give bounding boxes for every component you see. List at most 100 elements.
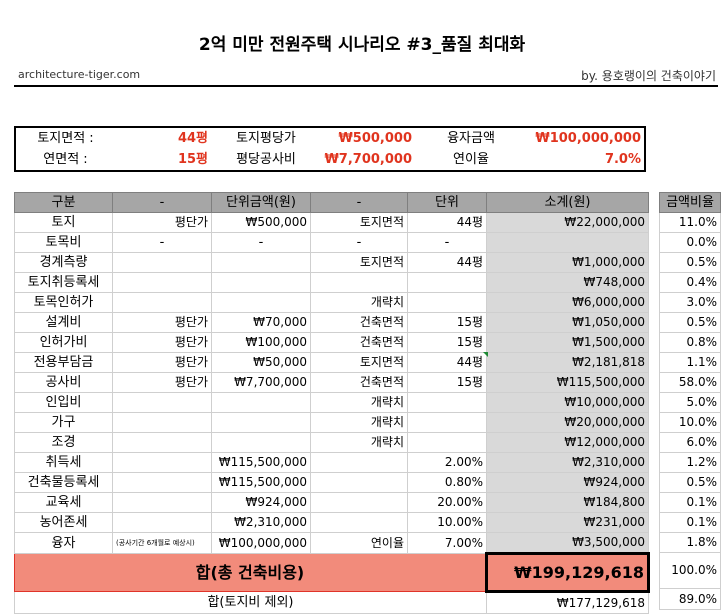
row-basis-cell[interactable]: 평단가: [112, 352, 212, 373]
row-subtotal-cell[interactable]: ₩184,800: [486, 492, 649, 513]
row-measure-cell[interactable]: -: [310, 232, 408, 253]
row-measure-cell[interactable]: 토지면적: [310, 252, 408, 273]
row-unit-price-cell[interactable]: -: [211, 232, 311, 253]
row-unit-cell[interactable]: -: [407, 232, 487, 253]
row-subtotal-cell[interactable]: ₩3,500,000: [486, 532, 649, 554]
row-measure-cell[interactable]: 개략치: [310, 412, 408, 433]
row-unit-cell[interactable]: 15평: [407, 312, 487, 333]
row-unit-cell[interactable]: 10.00%: [407, 512, 487, 533]
row-subtotal-cell[interactable]: ₩2,181,818: [486, 352, 649, 373]
row-measure-cell[interactable]: [310, 452, 408, 473]
row-unit-cell[interactable]: 7.00%: [407, 532, 487, 554]
row-basis-cell[interactable]: [112, 452, 212, 473]
row-category-cell[interactable]: 인입비: [14, 392, 113, 413]
ratio-cell[interactable]: 1.8%: [659, 532, 721, 553]
row-measure-cell[interactable]: 건축면적: [310, 332, 408, 353]
row-unit-cell[interactable]: 15평: [407, 372, 487, 393]
row-subtotal-cell[interactable]: ₩12,000,000: [486, 432, 649, 453]
row-basis-cell[interactable]: [112, 432, 212, 453]
row-category-cell[interactable]: 가구: [14, 412, 113, 433]
row-measure-cell[interactable]: 토지면적: [310, 212, 408, 233]
land-price-value[interactable]: ₩500,000: [338, 131, 412, 146]
row-measure-cell[interactable]: [310, 272, 408, 293]
row-category-cell[interactable]: 경계측량: [14, 252, 113, 273]
row-category-cell[interactable]: 교육세: [14, 492, 113, 513]
row-basis-cell[interactable]: (공사기간 6개월로 예상시): [112, 532, 212, 554]
row-subtotal-cell[interactable]: ₩20,000,000: [486, 412, 649, 433]
row-category-cell[interactable]: 설계비: [14, 312, 113, 333]
ratio-cell[interactable]: 0.5%: [659, 252, 721, 273]
row-measure-cell[interactable]: 연이율: [310, 532, 408, 554]
row-unit-cell[interactable]: [407, 272, 487, 293]
subtotal-ratio-cell[interactable]: 89.0%: [659, 588, 721, 610]
row-subtotal-cell[interactable]: ₩1,500,000: [486, 332, 649, 353]
ratio-cell[interactable]: 1.2%: [659, 452, 721, 473]
row-measure-cell[interactable]: 개략치: [310, 392, 408, 413]
row-unit-price-cell[interactable]: [211, 392, 311, 413]
ratio-cell[interactable]: 3.0%: [659, 292, 721, 313]
row-subtotal-cell[interactable]: ₩924,000: [486, 472, 649, 493]
total-ratio-cell[interactable]: 100.0%: [659, 552, 721, 589]
row-unit-cell[interactable]: 2.00%: [407, 452, 487, 473]
ratio-cell[interactable]: 10.0%: [659, 412, 721, 433]
row-category-cell[interactable]: 건축물등록세: [14, 472, 113, 493]
subtotal-value[interactable]: ₩177,129,618: [486, 591, 649, 614]
row-unit-price-cell[interactable]: ₩70,000: [211, 312, 311, 333]
total-value[interactable]: ₩199,129,618: [485, 552, 650, 593]
row-basis-cell[interactable]: [112, 292, 212, 313]
ratio-cell[interactable]: 0.5%: [659, 312, 721, 333]
row-unit-cell[interactable]: [407, 412, 487, 433]
row-basis-cell[interactable]: 평단가: [112, 312, 212, 333]
row-basis-cell[interactable]: [112, 492, 212, 513]
row-unit-cell[interactable]: [407, 392, 487, 413]
ratio-cell[interactable]: 0.4%: [659, 272, 721, 293]
row-unit-price-cell[interactable]: ₩100,000,000: [211, 532, 311, 554]
row-unit-price-cell[interactable]: ₩2,310,000: [211, 512, 311, 533]
ratio-cell[interactable]: 0.5%: [659, 472, 721, 493]
row-category-cell[interactable]: 전용부담금: [14, 352, 113, 373]
row-category-cell[interactable]: 공사비: [14, 372, 113, 393]
row-unit-price-cell[interactable]: ₩115,500,000: [211, 472, 311, 493]
row-unit-price-cell[interactable]: [211, 272, 311, 293]
row-measure-cell[interactable]: 토지면적: [310, 352, 408, 373]
row-category-cell[interactable]: 토지취등록세: [14, 272, 113, 293]
ratio-cell[interactable]: 0.8%: [659, 332, 721, 353]
row-basis-cell[interactable]: [112, 392, 212, 413]
row-basis-cell[interactable]: [112, 512, 212, 533]
row-measure-cell[interactable]: [310, 472, 408, 493]
row-unit-price-cell[interactable]: ₩924,000: [211, 492, 311, 513]
ratio-cell[interactable]: 0.1%: [659, 492, 721, 513]
ratio-cell[interactable]: 0.1%: [659, 512, 721, 533]
row-subtotal-cell[interactable]: ₩22,000,000: [486, 212, 649, 233]
row-category-cell[interactable]: 융자: [14, 532, 113, 554]
ratio-cell[interactable]: 1.1%: [659, 352, 721, 373]
row-subtotal-cell[interactable]: ₩6,000,000: [486, 292, 649, 313]
row-unit-cell[interactable]: 0.80%: [407, 472, 487, 493]
row-unit-price-cell[interactable]: ₩115,500,000: [211, 452, 311, 473]
row-unit-price-cell[interactable]: [211, 292, 311, 313]
land-area-value[interactable]: 44평: [177, 131, 208, 146]
row-category-cell[interactable]: 인허가비: [14, 332, 113, 353]
row-subtotal-cell[interactable]: ₩1,050,000: [486, 312, 649, 333]
row-basis-cell[interactable]: [112, 252, 212, 273]
row-unit-price-cell[interactable]: [211, 252, 311, 273]
row-subtotal-cell[interactable]: ₩748,000: [486, 272, 649, 293]
row-subtotal-cell[interactable]: ₩231,000: [486, 512, 649, 533]
row-category-cell[interactable]: 취득세: [14, 452, 113, 473]
interest-rate-value[interactable]: 7.0%: [604, 152, 641, 167]
floor-area-value[interactable]: 15평: [177, 152, 208, 167]
row-category-cell[interactable]: 토지: [14, 212, 113, 233]
row-category-cell[interactable]: 토목비: [14, 232, 113, 253]
row-basis-cell[interactable]: [112, 412, 212, 433]
row-unit-cell[interactable]: 15평: [407, 332, 487, 353]
row-basis-cell[interactable]: -: [112, 232, 212, 253]
row-measure-cell[interactable]: 건축면적: [310, 372, 408, 393]
row-unit-price-cell[interactable]: ₩500,000: [211, 212, 311, 233]
row-basis-cell[interactable]: [112, 272, 212, 293]
row-subtotal-cell[interactable]: ₩10,000,000: [486, 392, 649, 413]
row-category-cell[interactable]: 조경: [14, 432, 113, 453]
row-unit-cell[interactable]: 20.00%: [407, 492, 487, 513]
row-basis-cell[interactable]: 평단가: [112, 332, 212, 353]
row-subtotal-cell[interactable]: ₩2,310,000: [486, 452, 649, 473]
row-measure-cell[interactable]: [310, 492, 408, 513]
